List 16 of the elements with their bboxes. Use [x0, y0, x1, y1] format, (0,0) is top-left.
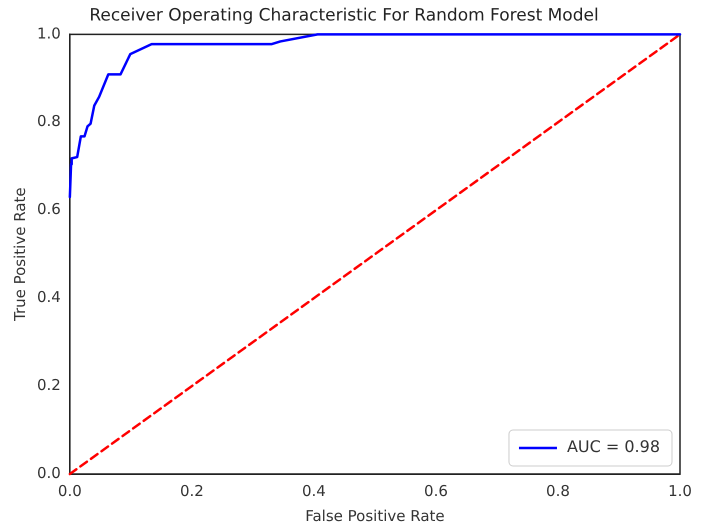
y-tick-label: 1.0 — [36, 24, 61, 42]
x-tick-label: 0.6 — [424, 482, 448, 500]
x-tick-label: 0.4 — [302, 482, 326, 500]
y-tick-label: 0.6 — [36, 200, 61, 218]
chart-title: Receiver Operating Characteristic For Random Forest Model — [89, 6, 599, 26]
y-tick-label: 0.4 — [36, 288, 61, 306]
legend-label: AUC = 0.98 — [566, 437, 660, 456]
x-axis-title: False Positive Rate — [305, 506, 445, 525]
y-tick-label: 0.8 — [36, 112, 61, 130]
x-tick-label: 1.0 — [668, 482, 692, 500]
x-tick-label: 0.0 — [58, 482, 82, 500]
y-tick-label: 0.0 — [36, 464, 61, 482]
y-tick-label: 0.2 — [36, 376, 61, 394]
x-tick-label: 0.8 — [546, 482, 570, 500]
x-tick-label: 0.2 — [180, 482, 204, 500]
y-axis-title: True Positive Rate — [10, 187, 29, 322]
